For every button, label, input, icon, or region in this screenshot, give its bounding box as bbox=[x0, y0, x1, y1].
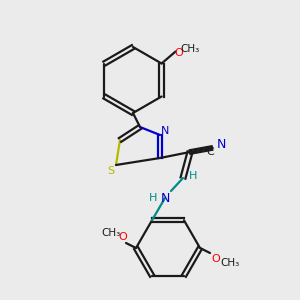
Text: O: O bbox=[118, 232, 127, 242]
Text: N: N bbox=[161, 126, 169, 136]
Text: CH₃: CH₃ bbox=[180, 44, 199, 55]
Text: CH₃: CH₃ bbox=[101, 228, 121, 238]
Text: C: C bbox=[206, 147, 214, 157]
Text: CH₃: CH₃ bbox=[220, 258, 240, 268]
Text: O: O bbox=[174, 47, 183, 58]
Text: O: O bbox=[212, 254, 220, 264]
Text: S: S bbox=[107, 166, 115, 176]
Text: H: H bbox=[149, 193, 157, 203]
Text: N: N bbox=[160, 191, 170, 205]
Text: N: N bbox=[216, 137, 226, 151]
Text: H: H bbox=[189, 171, 197, 181]
